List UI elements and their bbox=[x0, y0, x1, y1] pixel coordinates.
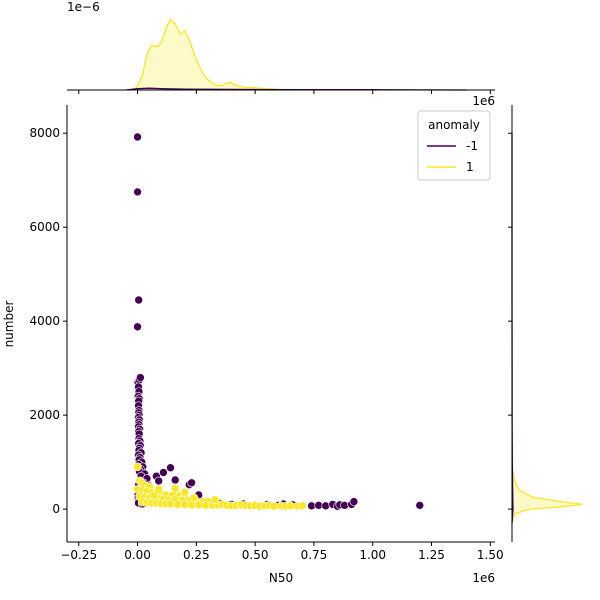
x-axis-ticks: −0.25 0.00 0.25 0.50 0.75 1.00 1.25 1.50 bbox=[60, 542, 504, 562]
legend-title: anomaly bbox=[428, 118, 480, 132]
legend: anomaly -1 1 bbox=[417, 110, 491, 181]
x-tick-label: 0.75 bbox=[301, 548, 328, 562]
x-axis-label: N50 bbox=[269, 571, 293, 585]
point-anomaly-neg bbox=[133, 322, 142, 332]
y-axis-label: number bbox=[2, 301, 16, 348]
top-marginal-ticks bbox=[78, 90, 491, 94]
x-tick-label: −0.25 bbox=[60, 548, 97, 562]
point-anomaly-neg bbox=[166, 463, 175, 473]
point-anomaly-neg bbox=[170, 475, 180, 485]
point-anomaly-neg bbox=[340, 501, 349, 510]
legend-label-neg: -1 bbox=[466, 139, 478, 153]
right-marginal-density bbox=[511, 133, 583, 524]
top-density-line-pos bbox=[132, 18, 291, 91]
right-marginal-ticks bbox=[508, 132, 512, 510]
y-tick-label: 4000 bbox=[29, 314, 60, 328]
y-axis-ticks: 0 2000 4000 6000 8000 bbox=[29, 126, 67, 516]
point-anomaly-neg bbox=[349, 497, 359, 506]
legend-label-pos: 1 bbox=[466, 160, 474, 174]
point-anomaly-pos bbox=[210, 495, 220, 505]
scatter-points bbox=[133, 132, 425, 511]
point-anomaly-pos bbox=[133, 462, 142, 472]
point-anomaly-neg bbox=[159, 468, 168, 477]
right-marginal-multiplier: 1e6 bbox=[472, 94, 495, 108]
point-anomaly-pos bbox=[180, 487, 189, 497]
x-tick-label: 0.50 bbox=[242, 548, 269, 562]
point-anomaly-pos bbox=[149, 491, 159, 500]
top-density-fill-pos bbox=[132, 19, 291, 90]
point-anomaly-neg bbox=[133, 132, 142, 142]
point-anomaly-pos bbox=[297, 501, 307, 511]
point-anomaly-neg bbox=[321, 501, 330, 511]
x-tick-label: 1.25 bbox=[418, 548, 445, 562]
x-tick-label: 1.00 bbox=[359, 548, 386, 562]
point-anomaly-neg bbox=[154, 476, 164, 486]
point-anomaly-neg bbox=[136, 373, 145, 382]
y-tick-label: 0 bbox=[52, 502, 60, 516]
point-anomaly-neg bbox=[134, 295, 144, 305]
top-marginal-multiplier: 1e−6 bbox=[67, 0, 100, 14]
point-anomaly-pos bbox=[189, 493, 199, 503]
top-marginal-density bbox=[125, 18, 467, 91]
y-tick-label: 2000 bbox=[29, 408, 60, 422]
right-density-fill-pos bbox=[512, 462, 582, 524]
right-density-line-pos bbox=[511, 462, 583, 524]
x-tick-label: 0.25 bbox=[183, 548, 210, 562]
point-anomaly-neg bbox=[415, 501, 425, 510]
point-anomaly-neg bbox=[187, 478, 196, 488]
x-axis-multiplier: 1e6 bbox=[472, 571, 495, 585]
point-anomaly-pos bbox=[170, 484, 180, 493]
point-anomaly-neg bbox=[133, 187, 142, 197]
point-anomaly-pos bbox=[154, 485, 164, 494]
y-tick-label: 8000 bbox=[29, 126, 60, 140]
x-tick-label: 0.00 bbox=[124, 548, 151, 562]
x-tick-label: 1.50 bbox=[477, 548, 504, 562]
y-tick-label: 6000 bbox=[29, 220, 60, 234]
